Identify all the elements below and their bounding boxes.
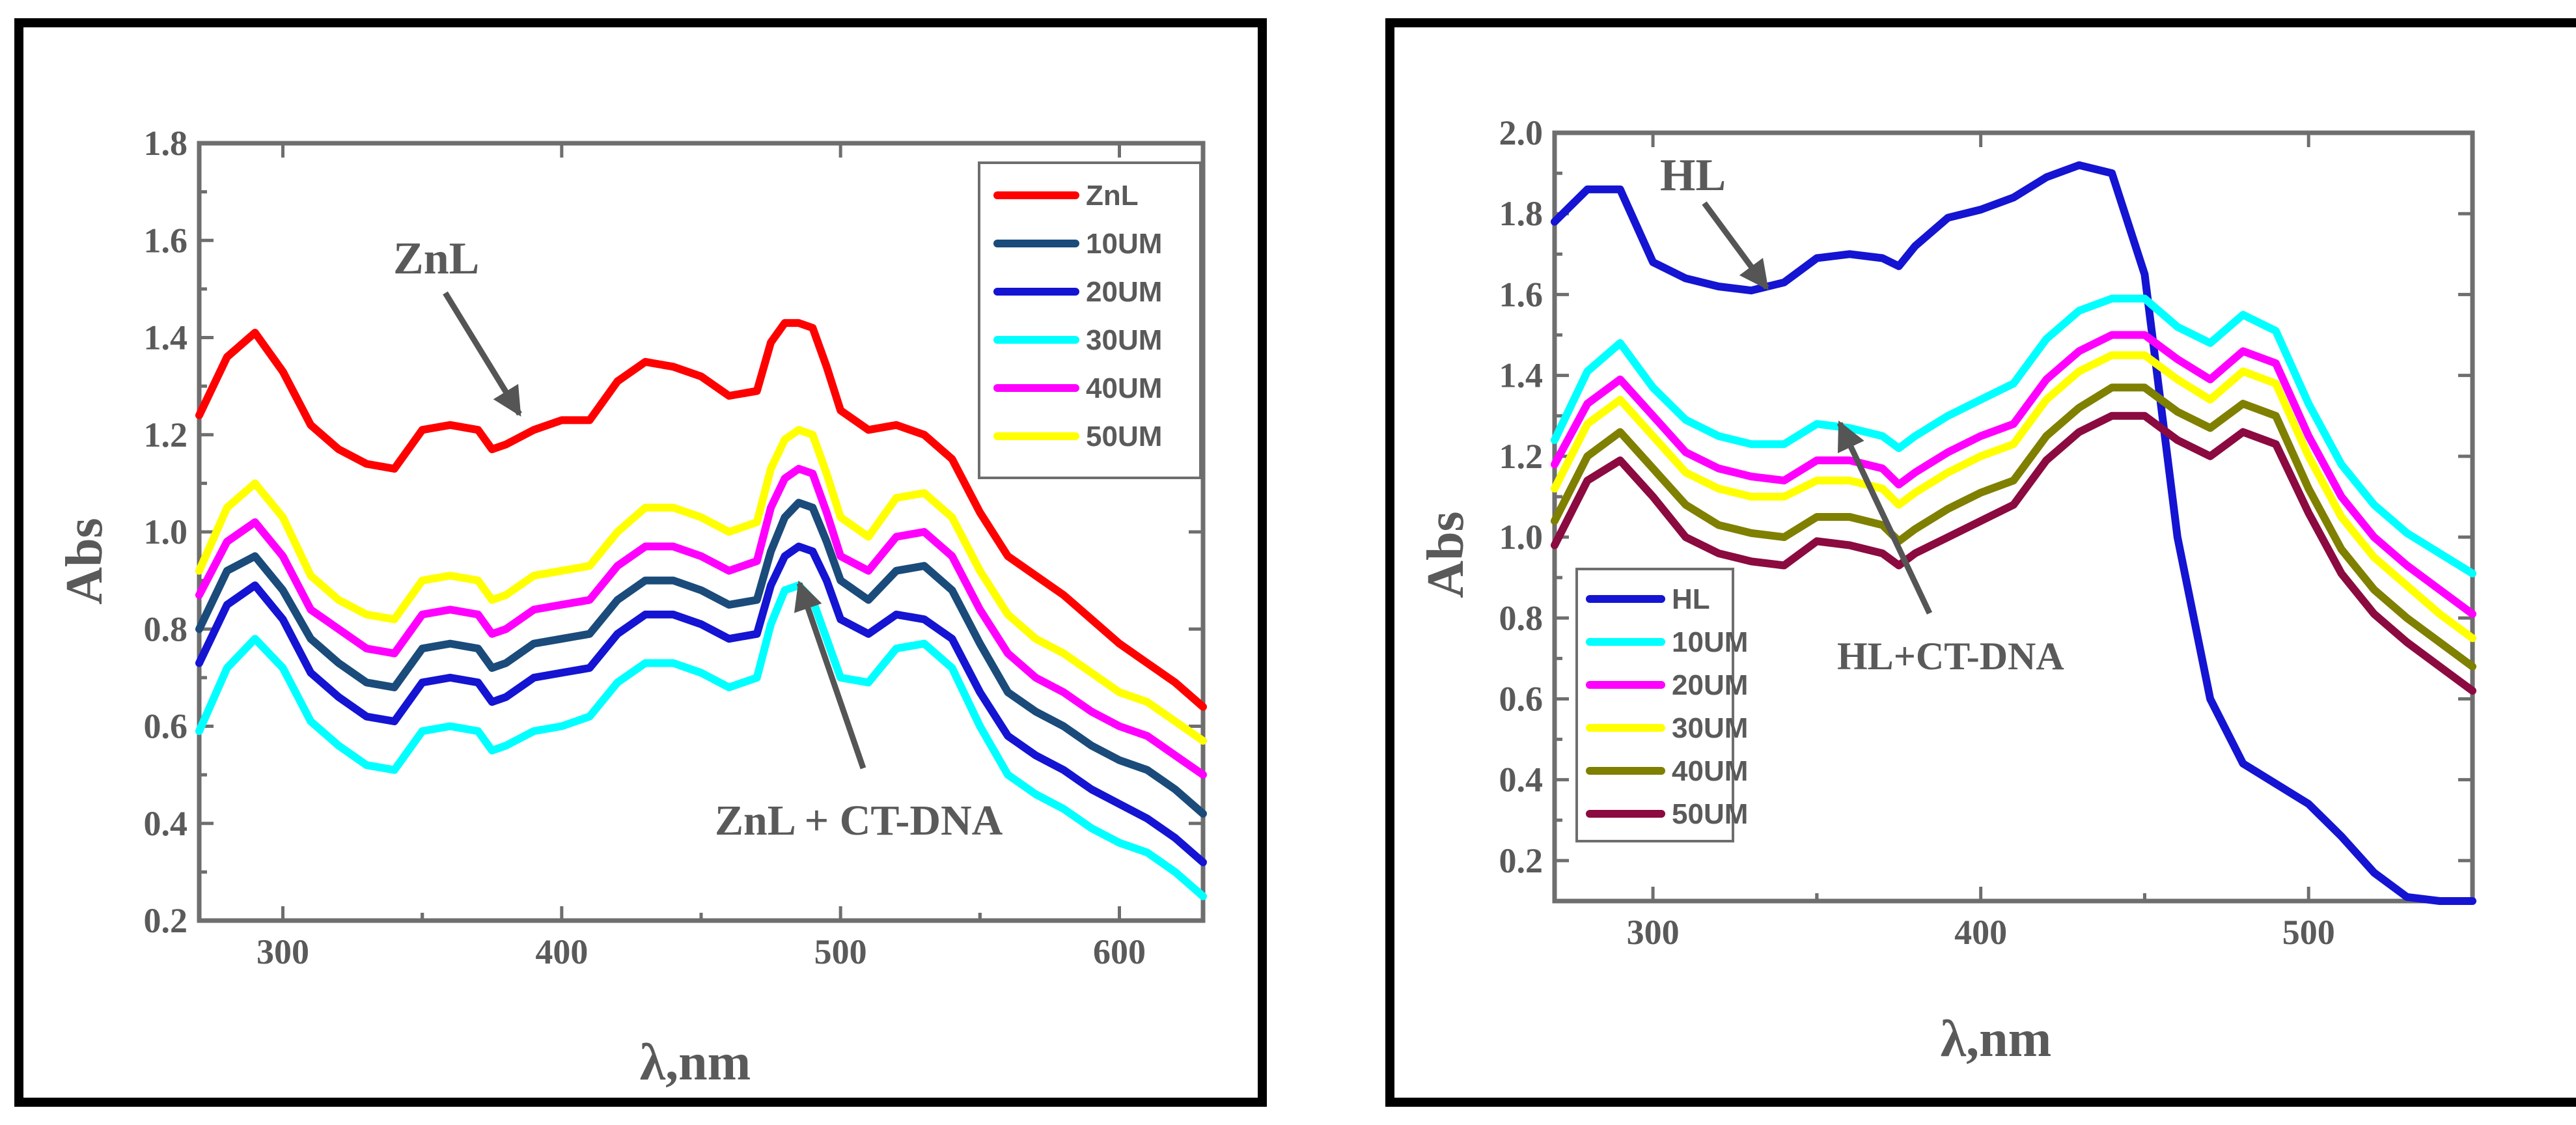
right-legend-label: 40UM bbox=[1672, 755, 1748, 787]
left-series-znl bbox=[195, 319, 1207, 711]
right-y-tick-label: 2.0 bbox=[1499, 113, 1544, 152]
right-y-tick-label: 1.4 bbox=[1499, 356, 1544, 395]
right-x-axis-title: λ,nm bbox=[1941, 1010, 2051, 1068]
right-y-tick-label: 1.2 bbox=[1499, 437, 1544, 476]
right-y-tick-label: 0.8 bbox=[1499, 598, 1544, 637]
left-y-axis-title: Abs bbox=[56, 518, 113, 604]
right-annotation-hl-ctdna: HL+CT-DNA bbox=[1837, 635, 2064, 678]
left-legend-label: 20UM bbox=[1086, 276, 1162, 308]
left-y-tick-label: 1.0 bbox=[144, 512, 188, 551]
left-series-20um bbox=[195, 542, 1207, 867]
left-series-group bbox=[195, 319, 1207, 900]
left-y-tick-label: 0.8 bbox=[144, 609, 188, 648]
right-series-hl bbox=[1551, 161, 2476, 905]
left-legend-label: 10UM bbox=[1086, 228, 1162, 260]
left-chart-panel: 0.2 0.4 0.6 0.8 1.0 1.2 1.4 1.6 1.8 300 400 500 600 … bbox=[14, 18, 1267, 1107]
right-legend-box bbox=[1575, 568, 1734, 842]
right-y-tick-label: 1.8 bbox=[1499, 194, 1544, 233]
right-chart-panel: 0.2 0.4 0.6 0.8 1.0 1.2 1.4 1.6 1.8 2.0 300 400 500 … bbox=[1385, 18, 2576, 1107]
left-x-tick-label: 300 bbox=[256, 932, 309, 971]
right-legend-label: 20UM bbox=[1672, 669, 1748, 701]
right-series-group bbox=[1551, 161, 2476, 905]
left-y-tick-label: 0.6 bbox=[144, 707, 188, 746]
left-legend-box bbox=[978, 161, 1202, 479]
left-legend-label: 40UM bbox=[1086, 372, 1162, 404]
right-legend-label: HL bbox=[1672, 583, 1710, 615]
left-series-50um bbox=[195, 426, 1207, 745]
right-axes: 0.2 0.4 0.6 0.8 1.0 1.2 1.4 1.6 1.8 2.0 300 400 500 bbox=[1499, 113, 2475, 952]
left-annotation-znl-ctdna: ZnL + CT-DNA bbox=[715, 797, 1003, 844]
right-series-10um bbox=[1551, 294, 2476, 577]
left-legend-label: 30UM bbox=[1086, 324, 1162, 356]
right-series-50um bbox=[1551, 411, 2476, 695]
right-x-tick-label: 300 bbox=[1627, 913, 1680, 952]
left-legend: ZnL 10UM 20UM 30UM 40UM 50UM bbox=[993, 180, 1162, 452]
left-legend-label: ZnL bbox=[1086, 180, 1139, 212]
right-legend-label: 10UM bbox=[1672, 626, 1748, 658]
right-arrow-hl-ctdna bbox=[1836, 420, 1933, 615]
right-y-tick-label: 1.6 bbox=[1499, 275, 1544, 314]
right-y-axis-title: Abs bbox=[1417, 511, 1475, 598]
left-arrow-znl bbox=[443, 291, 522, 417]
right-x-tick-label: 500 bbox=[2282, 913, 2335, 952]
left-x-tick-label: 400 bbox=[535, 932, 588, 971]
right-y-tick-label: 0.4 bbox=[1499, 760, 1544, 799]
left-y-tick-label: 0.4 bbox=[144, 804, 188, 843]
left-y-tick-label: 1.2 bbox=[144, 415, 188, 454]
left-axes: 0.2 0.4 0.6 0.8 1.0 1.2 1.4 1.6 1.8 300 400 500 600 bbox=[144, 124, 1206, 971]
right-series-30um bbox=[1551, 351, 2476, 643]
right-y-tick-label: 1.0 bbox=[1499, 518, 1544, 557]
left-legend-label: 50UM bbox=[1086, 421, 1162, 452]
left-y-tick-label: 1.8 bbox=[144, 124, 188, 163]
right-y-tick-label: 0.2 bbox=[1499, 841, 1544, 880]
left-y-tick-label: 1.4 bbox=[144, 318, 188, 357]
right-legend: HL 10UM 20UM 30UM 40UM 50UM bbox=[1586, 583, 1748, 830]
right-legend-label: 30UM bbox=[1672, 712, 1748, 744]
left-y-tick-label: 0.2 bbox=[144, 901, 188, 940]
left-series-30um bbox=[195, 581, 1207, 900]
left-x-tick-label: 600 bbox=[1093, 932, 1146, 971]
left-arrow-znl-ctdna bbox=[794, 580, 866, 770]
right-annotation-hl: HL bbox=[1660, 150, 1726, 201]
left-series-10um bbox=[195, 499, 1207, 818]
left-annotation-znl: ZnL bbox=[393, 234, 479, 284]
left-x-tick-label: 500 bbox=[814, 932, 867, 971]
right-legend-label: 50UM bbox=[1672, 798, 1748, 830]
right-series-20um bbox=[1551, 331, 2476, 618]
right-y-tick-label: 0.6 bbox=[1499, 679, 1544, 718]
left-series-40um bbox=[195, 465, 1207, 779]
right-series-40um bbox=[1551, 383, 2476, 671]
left-y-tick-label: 1.6 bbox=[144, 221, 188, 260]
left-x-axis-title: λ,nm bbox=[640, 1034, 751, 1091]
right-arrow-hl bbox=[1702, 201, 1769, 290]
right-x-tick-label: 400 bbox=[1954, 913, 2007, 952]
